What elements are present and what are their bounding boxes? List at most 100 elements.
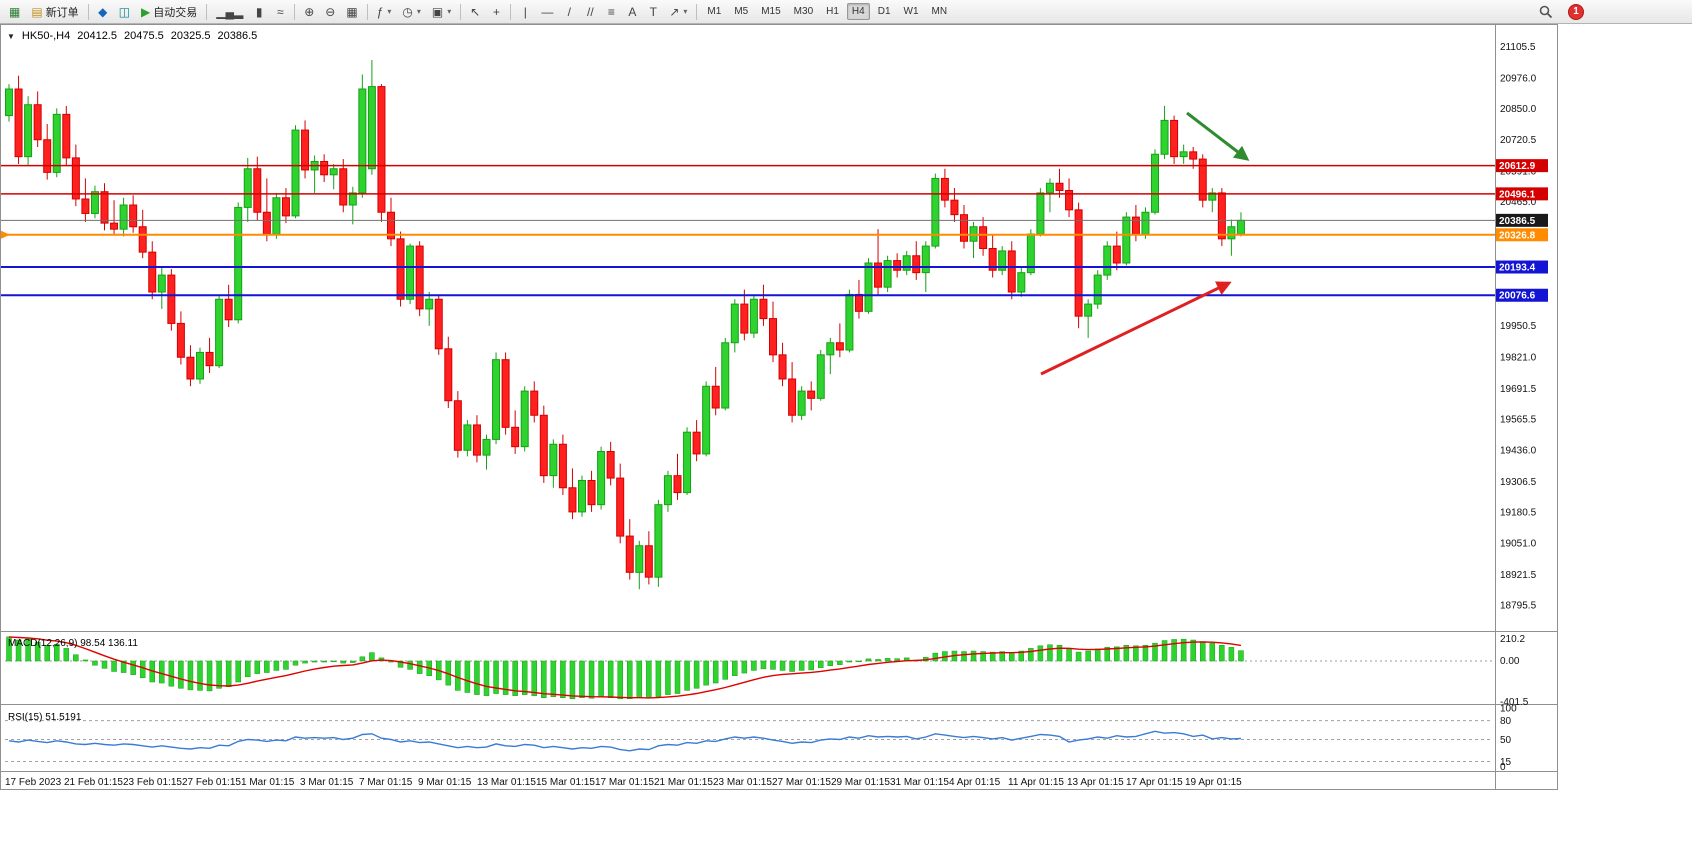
svg-text:20326.8: 20326.8	[1499, 230, 1536, 241]
chart-window[interactable]: ▼ HK50-,H4 20412.5 20475.5 20325.5 20386…	[0, 24, 1558, 790]
tf-button-m5[interactable]: M5	[734, 6, 749, 17]
svg-text:13 Apr 01:15: 13 Apr 01:15	[1067, 777, 1124, 788]
tf-button-m30[interactable]: M30	[793, 6, 814, 17]
svg-text:15 Mar 01:15: 15 Mar 01:15	[536, 777, 595, 788]
svg-text:3 Mar 01:15: 3 Mar 01:15	[300, 777, 354, 788]
notification-badge[interactable]: 1	[1568, 3, 1584, 20]
auto-trading-button[interactable]: ▶ 自动交易	[136, 2, 202, 21]
label-button[interactable]: T	[643, 2, 663, 21]
tf-button-mn[interactable]: MN	[931, 6, 948, 17]
candle-chart-button[interactable]: ▮	[249, 2, 269, 21]
new-order-button[interactable]: ▤ 新订单	[26, 2, 83, 21]
svg-text:20386.5: 20386.5	[1499, 216, 1536, 227]
market-watch-button-glyph: ◫	[118, 4, 131, 19]
svg-text:80: 80	[1500, 716, 1512, 727]
svg-text:13 Mar 01:15: 13 Mar 01:15	[477, 777, 536, 788]
navigator-button[interactable]: ◆	[93, 2, 113, 21]
trendline-button[interactable]: /	[559, 2, 579, 21]
templates-button[interactable]: ▣ ▾	[427, 2, 456, 21]
tf-button-h4[interactable]: H4	[846, 3, 870, 20]
svg-text:27 Mar 01:15: 27 Mar 01:15	[772, 777, 831, 788]
zoom-out-button[interactable]: ⊖	[320, 2, 340, 21]
svg-text:4 Apr 01:15: 4 Apr 01:15	[949, 777, 1001, 788]
zoom-in-button[interactable]: ⊕	[299, 2, 319, 21]
support-line-1-badge	[1496, 260, 1548, 274]
tf-button-m1[interactable]: M1	[707, 6, 722, 17]
svg-text:50: 50	[1500, 735, 1512, 746]
svg-text:210.2: 210.2	[1500, 634, 1525, 645]
rsi-panel	[5, 720, 1493, 763]
templates-button-dropdown-icon[interactable]: ▾	[447, 7, 452, 16]
market-watch-button[interactable]: ◫	[114, 2, 135, 21]
level-lines-layer[interactable]	[1, 164, 1495, 297]
svg-text:20193.4: 20193.4	[1499, 263, 1536, 274]
tile-windows-button[interactable]: ▦	[341, 2, 362, 21]
svg-text:100: 100	[1500, 704, 1517, 715]
svg-text:1 Mar 01:15: 1 Mar 01:15	[241, 777, 295, 788]
crosshair-button-glyph: +	[492, 4, 500, 19]
tf-button-d1[interactable]: D1	[877, 6, 891, 17]
svg-text:0: 0	[1500, 762, 1506, 773]
svg-text:19 Apr 01:15: 19 Apr 01:15	[1185, 777, 1242, 788]
chart-canvas[interactable]: 21105.520976.020850.020720.520591.020465…	[1, 25, 1557, 789]
svg-text:19691.5: 19691.5	[1500, 384, 1537, 395]
panel-separators	[1, 25, 1557, 789]
svg-text:20465.0: 20465.0	[1500, 197, 1537, 208]
periods-button-dropdown-icon[interactable]: ▾	[416, 7, 421, 16]
tile-windows-button-glyph: ▦	[346, 4, 358, 19]
zoom-in-button-glyph: ⊕	[304, 4, 315, 19]
svg-text:20076.6: 20076.6	[1499, 291, 1536, 302]
cursor-button[interactable]: ↖	[465, 2, 485, 21]
text-button-glyph: A	[628, 4, 637, 19]
main-toolbar: ▦ ▤ 新订单 ◆ ◫ ▶ 自动交易 ▁▄▂ ▮ ≈ ⊕ ⊖ ▦ ƒ ▾ ◷ ▾ ▣ ▾ ↖ + | — ///≡ A T ↗ ▾ M1…	[0, 0, 1692, 24]
svg-text:15: 15	[1500, 757, 1512, 768]
periods-button-glyph: ◷	[402, 4, 413, 19]
svg-text:31 Mar 01:15: 31 Mar 01:15	[890, 777, 949, 788]
tf-button-m15[interactable]: M15	[761, 6, 781, 17]
chart-open-value: 20412.5	[77, 30, 117, 42]
horizontal-line-button[interactable]: —	[536, 2, 558, 21]
fibonacci-button[interactable]: ≡	[601, 2, 621, 21]
periods-button[interactable]: ◷ ▾	[397, 2, 426, 21]
toolbar-separator	[366, 3, 368, 20]
text-button[interactable]: A	[622, 2, 642, 21]
search-icon[interactable]	[1534, 2, 1558, 21]
crosshair-button[interactable]: +	[486, 2, 506, 21]
toolbar-separator	[696, 3, 698, 20]
indicators-button-dropdown-icon[interactable]: ▾	[387, 7, 392, 16]
trendline-button-glyph: /	[567, 4, 571, 19]
indicators-button[interactable]: ƒ ▾	[372, 2, 397, 21]
cursor-button-glyph: ↖	[470, 4, 481, 19]
navigator-button-glyph: ◆	[98, 4, 108, 19]
date-axis: 17 Feb 2023 21 Feb 01:15 23 Feb 01:15 27 Fe…	[5, 777, 1242, 788]
svg-text:9 Mar 01:15: 9 Mar 01:15	[418, 777, 472, 788]
svg-text:11 Apr 01:15: 11 Apr 01:15	[1008, 777, 1064, 788]
arrows-button-dropdown-icon[interactable]: ▾	[683, 7, 688, 16]
vertical-line-button[interactable]: |	[515, 2, 535, 21]
toolbar-left-cluster: ▦ ▤ 新订单 ◆ ◫ ▶ 自动交易 ▁▄▂ ▮ ≈ ⊕ ⊖ ▦ ƒ ▾ ◷ ▾ ▣ ▾ ↖ + | — ///≡ A T ↗ ▾ M1…	[4, 2, 953, 21]
toolbar-separator	[294, 3, 296, 20]
svg-text:7 Mar 01:15: 7 Mar 01:15	[359, 777, 413, 788]
svg-text:20976.0: 20976.0	[1500, 73, 1537, 84]
support-line-2-badge	[1496, 288, 1548, 302]
tf-button-h1[interactable]: H1	[826, 6, 839, 17]
channel-button[interactable]: //	[580, 2, 600, 21]
svg-text:23 Feb 01:15: 23 Feb 01:15	[123, 777, 182, 788]
svg-text:18921.5: 18921.5	[1500, 570, 1537, 581]
candles-layer	[5, 60, 1245, 590]
tf-button-w1[interactable]: W1	[903, 6, 919, 17]
annotation-arrows[interactable]	[1040, 111, 1250, 376]
bar-chart-button[interactable]: ▁▄▂	[211, 2, 248, 21]
svg-text:18795.5: 18795.5	[1500, 600, 1537, 611]
chart-window-button[interactable]: ▦	[4, 2, 25, 21]
arrows-button[interactable]: ↗ ▾	[664, 2, 692, 21]
indicators-button-glyph: ƒ	[376, 4, 384, 19]
orange-level-line-badge	[1496, 228, 1548, 242]
new-order-button-label: 新订单	[45, 6, 79, 19]
chart-window-button-glyph: ▦	[9, 4, 21, 19]
new-order-button-glyph: ▤	[31, 4, 43, 19]
svg-text:29 Mar 01:15: 29 Mar 01:15	[831, 777, 890, 788]
label-button-glyph: T	[649, 4, 657, 19]
svg-text:19051.0: 19051.0	[1500, 539, 1537, 550]
line-chart-button[interactable]: ≈	[270, 2, 290, 21]
